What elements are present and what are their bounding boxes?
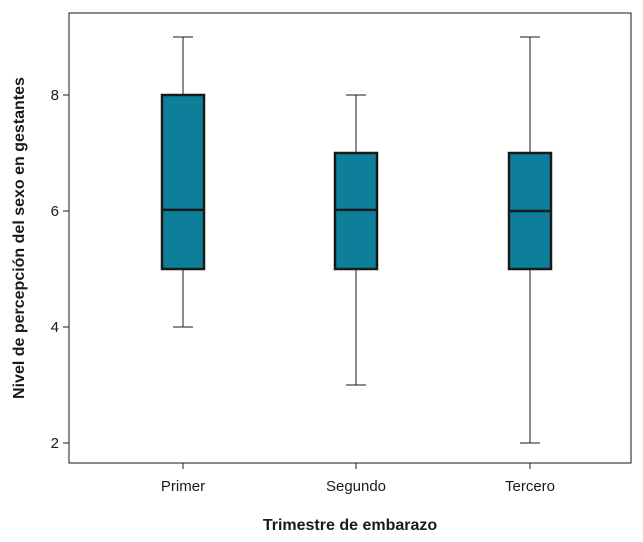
- x-tick-label: Segundo: [326, 478, 386, 495]
- y-tick-label: 8: [51, 87, 59, 104]
- x-axis: Primer Segundo Tercero: [161, 463, 555, 495]
- y-tick-label: 6: [51, 203, 59, 220]
- x-tick-label: Primer: [161, 478, 205, 495]
- plot-frame: [68, 12, 632, 464]
- y-tick-label: 4: [51, 319, 59, 336]
- y-axis: 2 4 6 8: [51, 87, 69, 452]
- boxes: [160, 36, 553, 444]
- box-tercero: [507, 36, 553, 444]
- x-axis-title: Trimestre de embarazo: [263, 517, 438, 534]
- iqr-box: [160, 93, 206, 271]
- x-tick-label: Tercero: [505, 478, 555, 495]
- y-tick-label: 2: [51, 435, 59, 452]
- y-axis-title: Nivel de percepción del sexo en gestante…: [11, 77, 28, 399]
- box-segundo: [333, 94, 379, 386]
- box-primer: [160, 36, 206, 328]
